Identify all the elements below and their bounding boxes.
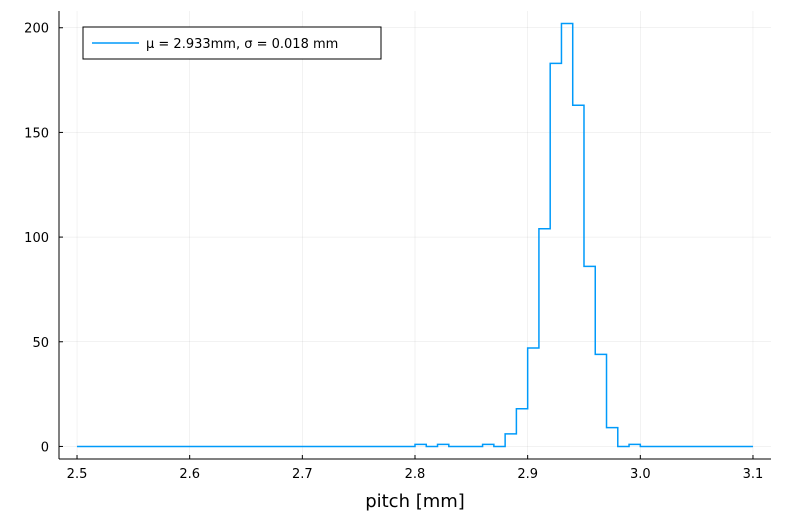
x-tick-label: 3.0 <box>630 467 651 482</box>
legend: μ = 2.933mm, σ = 0.018 mm <box>82 26 382 60</box>
y-tick-label: 0 <box>41 440 49 455</box>
y-tick-label: 50 <box>32 336 49 351</box>
y-tick-label: 100 <box>24 231 49 246</box>
series-line <box>77 22 753 448</box>
x-tick-label: 3.1 <box>743 467 764 482</box>
tick-labels: 2.5 2.6 2.7 2.8 2.9 3.0 3.1 0 50 100 150 200 <box>24 22 763 482</box>
x-axis-title: pitch [mm] <box>365 491 465 512</box>
x-tick-label: 2.5 <box>67 467 88 482</box>
legend-label: μ = 2.933mm, σ = 0.018 mm <box>146 37 338 52</box>
y-tick-label: 150 <box>24 126 49 141</box>
x-tick-label: 2.9 <box>517 467 538 482</box>
y-tick-label: 200 <box>24 22 49 37</box>
x-tick-label: 2.6 <box>179 467 200 482</box>
axes <box>58 11 771 460</box>
x-tick-label: 2.7 <box>292 467 313 482</box>
series-layer <box>77 22 753 448</box>
x-tick-label: 2.8 <box>405 467 426 482</box>
